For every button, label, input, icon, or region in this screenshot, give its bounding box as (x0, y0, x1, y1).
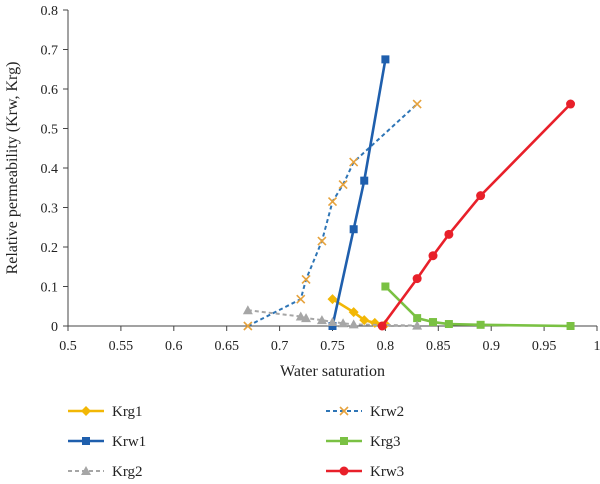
series-line-krw2 (247, 103, 418, 327)
data-point-krw2 (349, 157, 359, 167)
y-axis-title: Relative permeability (Krw, Krg) (4, 62, 21, 275)
x-tick-label: 0.7 (271, 339, 289, 354)
legend-item-krg3: Krg3 (326, 434, 401, 450)
data-point-krg3 (413, 314, 422, 323)
data-point-krw2 (327, 197, 338, 207)
data-point-krg1 (327, 294, 338, 305)
data-point-krg3 (566, 322, 575, 330)
marker-stroke (317, 236, 327, 246)
data-point-krw3 (377, 321, 387, 331)
y-tick-label: 0.1 (41, 281, 59, 296)
x-tick-label: 0.95 (532, 339, 557, 354)
data-point-krw2 (296, 294, 306, 304)
marker-stroke (412, 99, 422, 109)
data-point-krw2 (338, 180, 348, 190)
x-tick-label: 0.55 (109, 339, 134, 354)
series-krw3 (377, 99, 576, 331)
data-point-krg2 (412, 320, 423, 330)
data-point-krw3 (476, 191, 486, 201)
y-tick-label: 0.8 (41, 4, 59, 19)
marker-stroke (338, 180, 348, 190)
x-tick-label: 0.65 (214, 339, 239, 354)
series-krg3 (381, 282, 575, 330)
legend-swatch-marker (340, 437, 348, 445)
legend-swatch-marker (82, 437, 90, 445)
marker-stroke (327, 197, 338, 207)
legend-label: Krw3 (370, 464, 404, 480)
legend-swatch-marker (81, 406, 91, 416)
data-point-krw3 (428, 251, 438, 261)
series-line-krw3 (381, 103, 572, 327)
data-point-krg2 (348, 319, 359, 329)
data-point-krw3 (412, 274, 422, 284)
y-tick-label: 0.2 (41, 241, 59, 256)
data-point-krg1 (348, 307, 359, 318)
x-tick-label: 0.5 (59, 339, 77, 354)
data-point-krg2 (301, 313, 312, 323)
y-tick-label: 0.4 (41, 162, 59, 177)
data-point-krw1 (360, 176, 369, 185)
data-point-krg2 (327, 317, 338, 327)
legend-item-krg1: Krg1 (68, 404, 143, 420)
legend-item-krw2: Krw2 (326, 404, 404, 420)
x-tick-label: 0.9 (482, 339, 500, 354)
data-point-krw2 (412, 99, 422, 109)
data-point-krg1 (369, 317, 380, 328)
legend-label: Krg1 (112, 404, 143, 420)
marker-stroke (301, 274, 311, 284)
axes: 0.5 0.55 0.6 0.65 0.7 0.75 0.8 0.85 0.9 0.95 1 0 0.1… (41, 4, 600, 354)
legend-label: Krw2 (370, 404, 404, 420)
x-tick-label: 0.75 (320, 339, 345, 354)
legend-swatch-marker (339, 466, 349, 476)
data-point-krg2 (242, 305, 253, 315)
data-point-krg3 (381, 282, 390, 291)
series-layer (242, 55, 576, 331)
marker-stroke (339, 406, 349, 416)
x-tick-label: 0.8 (377, 339, 395, 354)
data-point-krw3 (444, 229, 454, 239)
legend-swatch-marker (81, 466, 91, 475)
y-tick-label: 0.3 (41, 202, 59, 217)
legend-label: Krg3 (370, 434, 401, 450)
marker-stroke (243, 321, 253, 331)
data-point-krw3 (566, 99, 576, 109)
y-tick-label: 0.7 (41, 44, 59, 59)
data-point-krg2 (338, 318, 349, 328)
data-point-krw2 (317, 236, 327, 246)
data-point-krw1 (381, 55, 390, 64)
series-krg2 (242, 305, 423, 330)
data-point-krw2 (301, 274, 311, 284)
legend-label: Krg2 (112, 464, 143, 480)
x-tick-label: 0.85 (426, 339, 451, 354)
series-line-krg3 (384, 285, 571, 328)
y-tick-label: 0.5 (41, 123, 59, 138)
data-point-krg3 (476, 320, 485, 329)
marker-stroke (296, 294, 306, 304)
legend-item-krw1: Krw1 (68, 434, 146, 450)
series-krw2 (243, 99, 422, 331)
y-tick-label: 0.6 (41, 83, 59, 98)
legend-label: Krw1 (112, 434, 146, 450)
data-point-krw1 (349, 225, 358, 234)
data-point-krg1 (359, 315, 370, 326)
legend-swatch-marker (339, 406, 349, 416)
x-tick-label: 1 (594, 339, 600, 354)
legend-item-krg2: Krg2 (68, 464, 143, 480)
x-axis-title: Water saturation (280, 363, 385, 380)
series-krw1 (328, 55, 390, 330)
data-point-krg3 (444, 320, 453, 329)
legend-item-krw3: Krw3 (326, 464, 404, 480)
data-point-krg3 (429, 318, 438, 327)
legend: Krg1 Krw2 Krw1 Krg3 Krg2 Krw3 (68, 404, 404, 480)
data-point-krg2 (316, 315, 327, 325)
x-tick-label: 0.6 (165, 339, 183, 354)
marker-stroke (349, 157, 359, 167)
y-tick-label: 0 (51, 320, 58, 335)
data-point-krw2 (243, 321, 253, 331)
series-line-krw1 (331, 59, 387, 327)
